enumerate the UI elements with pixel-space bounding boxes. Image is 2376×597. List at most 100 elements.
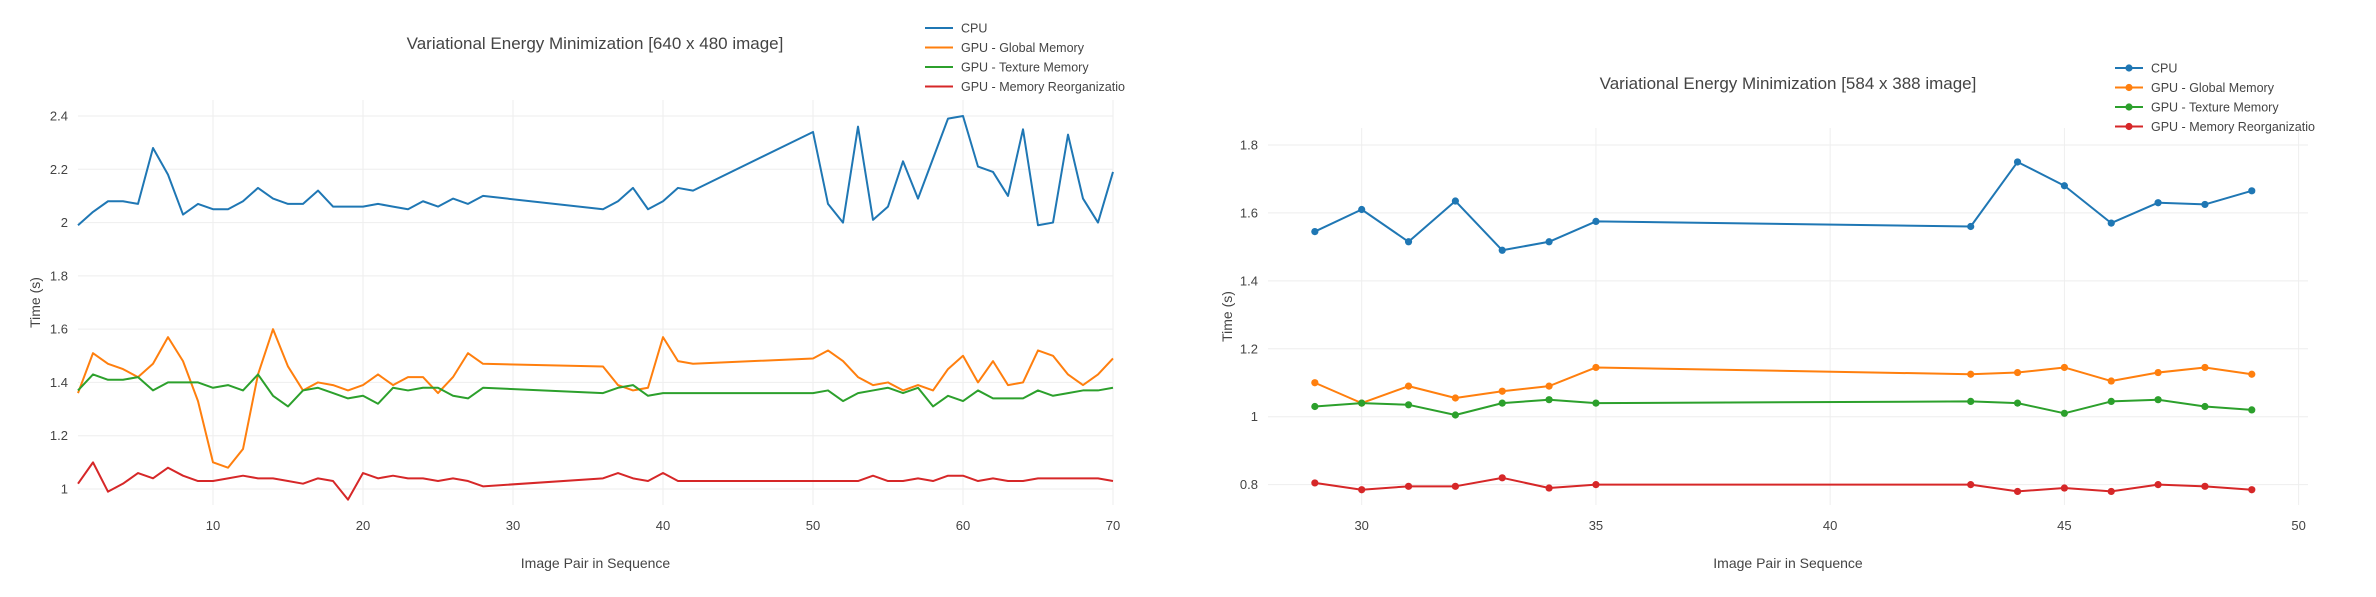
y-axis-label: Time (s)	[27, 277, 43, 328]
data-point	[2154, 481, 2162, 489]
y-tick-label: 2.2	[50, 162, 68, 177]
data-point	[2013, 158, 2022, 166]
x-tick-label: 50	[806, 518, 820, 533]
data-point	[1404, 238, 1413, 246]
data-point	[1451, 482, 1459, 490]
y-tick-label: 1.2	[50, 428, 68, 443]
x-axis-label: Image Pair in Sequence	[521, 555, 671, 571]
data-point	[1451, 394, 1459, 402]
data-point	[2013, 399, 2022, 407]
series-line	[77, 373, 1114, 408]
y-tick-label: 2	[61, 215, 68, 230]
legend-item: GPU - Global Memory	[925, 41, 1085, 55]
y-tick-label: 1.2	[1240, 341, 1258, 356]
data-point	[1404, 382, 1413, 390]
legend-item: GPU - Global Memory	[2115, 81, 2275, 95]
data-point	[1404, 482, 1413, 490]
x-tick-label: 70	[1106, 518, 1120, 533]
data-point	[1592, 481, 1600, 489]
series-gpu-global	[77, 328, 1114, 469]
legend-item: CPU	[2115, 62, 2177, 76]
series-line	[1314, 366, 2252, 405]
x-tick-label: 45	[2057, 518, 2071, 533]
data-point	[1404, 401, 1413, 409]
legend-marker	[2125, 122, 2133, 131]
series-line	[77, 328, 1114, 469]
data-point	[1545, 238, 1553, 246]
data-point	[1592, 217, 1600, 226]
y-tick-label: 1.8	[50, 268, 68, 283]
data-point	[1967, 222, 1975, 231]
data-point	[1592, 363, 1600, 372]
legend-label: GPU - Memory Reorganizatio	[961, 80, 1125, 94]
data-point	[2107, 397, 2115, 406]
legend-item: GPU - Texture Memory	[925, 61, 1089, 75]
data-point	[1451, 197, 1459, 205]
legend-label: CPU	[961, 22, 987, 36]
x-tick-label: 20	[356, 518, 370, 533]
y-axis-label: Time (s)	[1219, 291, 1235, 342]
chart-640x480: 1 1.2 1.4 1.6 1.8 2 2.2 2.4 10 20 30 40 50 60 70 Variat…	[27, 22, 1125, 572]
data-point	[2201, 200, 2209, 209]
data-point	[1545, 484, 1553, 492]
data-point	[2154, 199, 2162, 207]
data-point	[1545, 382, 1553, 390]
data-point	[2107, 487, 2115, 496]
series-cpu	[77, 114, 1114, 227]
y-tick-label: 1.4	[50, 375, 68, 390]
x-tick-label: 60	[956, 518, 970, 533]
data-point	[1311, 402, 1319, 411]
data-point	[1545, 396, 1553, 404]
series-gpu-global	[1311, 363, 2256, 407]
legend-item: CPU	[925, 22, 987, 36]
series-gpu-texture	[1311, 396, 2256, 419]
x-tick-label: 10	[206, 518, 220, 533]
data-point	[2154, 368, 2162, 377]
data-point	[2013, 368, 2022, 377]
legend: CPU GPU - Global Memory GPU - Texture Memo…	[2115, 62, 2315, 134]
legend-label: CPU	[2151, 62, 2177, 76]
series-gpu-reorg	[1311, 474, 2256, 496]
x-tick-label: 50	[2291, 518, 2305, 533]
grid	[78, 100, 1114, 505]
data-point	[1498, 399, 1506, 407]
data-point	[2248, 406, 2256, 414]
x-tick-label: 30	[1354, 518, 1368, 533]
legend-item: GPU - Memory Reorganizatio	[2115, 120, 2315, 134]
data-point	[2060, 363, 2068, 372]
data-point	[1967, 481, 1975, 489]
data-point	[2201, 363, 2209, 372]
data-point	[2060, 409, 2068, 417]
data-point	[2107, 219, 2115, 227]
legend-item: GPU - Memory Reorganizatio	[925, 80, 1125, 94]
y-tick-label: 1.8	[1240, 137, 1258, 152]
series-gpu-reorg	[77, 461, 1114, 501]
data-point	[1967, 397, 1975, 406]
y-tick-label: 1.6	[50, 322, 68, 337]
x-tick-label: 40	[1823, 518, 1837, 533]
legend-marker	[2125, 64, 2133, 72]
grid	[1268, 128, 2308, 505]
data-point	[2107, 377, 2115, 385]
data-point	[1311, 227, 1319, 236]
x-tick-label: 35	[1589, 518, 1603, 533]
data-point	[1498, 474, 1506, 482]
chart-584x388: 0.8 1 1.2 1.4 1.6 1.8 30 35 40 45 50 Variational En…	[1219, 62, 2315, 572]
data-point	[1358, 205, 1366, 214]
data-point	[1592, 399, 1600, 407]
y-tick-label: 0.8	[1240, 477, 1258, 492]
data-point	[2013, 487, 2022, 496]
legend-label: GPU - Texture Memory	[961, 61, 1089, 75]
legend: CPU GPU - Global Memory GPU - Texture Memo…	[925, 22, 1125, 94]
legend-marker	[2125, 83, 2133, 92]
y-tick-label: 1	[1251, 409, 1258, 424]
data-point	[1358, 399, 1366, 407]
x-tick-label: 40	[656, 518, 670, 533]
data-point	[1967, 370, 1975, 378]
data-point	[1451, 411, 1459, 419]
series-cpu	[1311, 158, 2256, 254]
series-line	[1314, 160, 2253, 252]
legend-label: GPU - Global Memory	[2151, 81, 2275, 95]
data-point	[1311, 379, 1319, 387]
